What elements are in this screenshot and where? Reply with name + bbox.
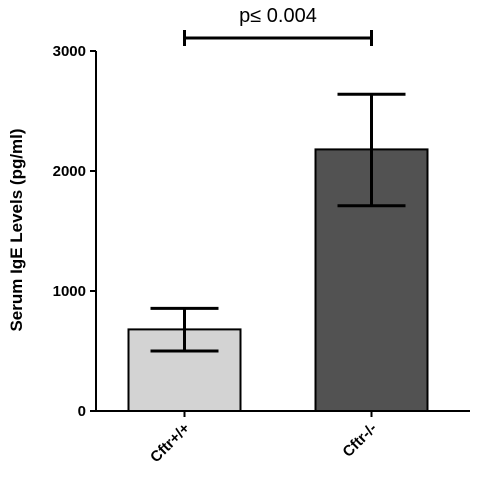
y-tick-label: 1000 (53, 283, 86, 300)
x-tick-label: Cftr-/- (339, 420, 380, 461)
x-tick-label: Cftr+/+ (147, 420, 193, 466)
y-tick-label: 3000 (53, 43, 86, 60)
chart-labels: Serum IgE Levels (pg/ml) p≤ 0.004 (7, 5, 373, 332)
y-tick-label: 0 (78, 403, 86, 420)
chart-bars (127, 148, 429, 412)
y-tick-label: 2000 (53, 163, 86, 180)
significance-label: p≤ 0.004 (239, 5, 317, 27)
chart-error-bars (150, 92, 406, 353)
y-axis-title: Serum IgE Levels (pg/ml) (7, 128, 26, 331)
